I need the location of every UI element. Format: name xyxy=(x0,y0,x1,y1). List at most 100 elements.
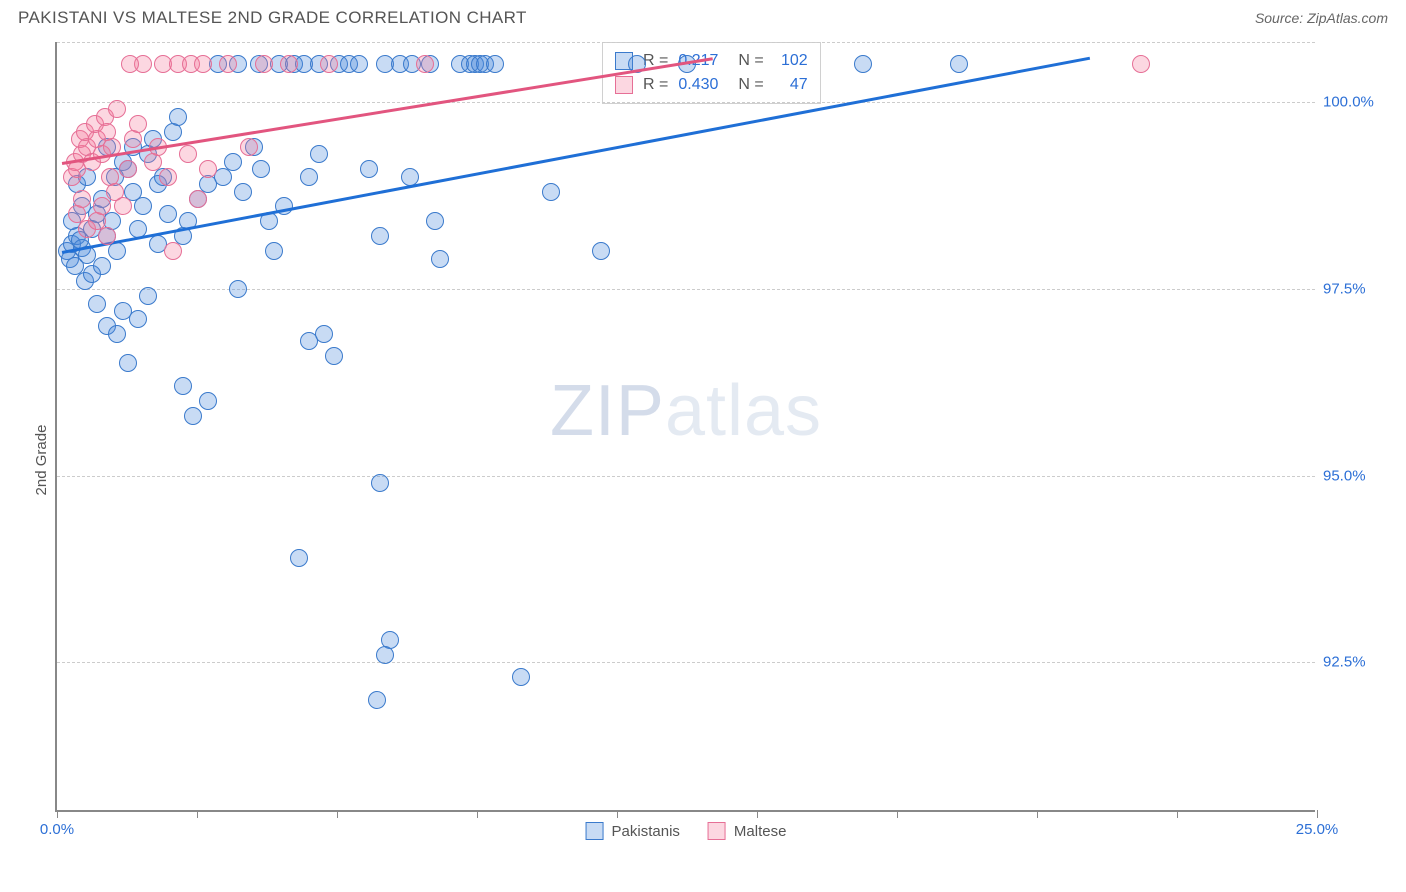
data-point xyxy=(159,205,177,223)
r-label: R = xyxy=(643,73,668,97)
data-point xyxy=(320,55,338,73)
y-tick-label: 95.0% xyxy=(1323,467,1387,484)
data-point xyxy=(290,549,308,567)
chart-header: PAKISTANI VS MALTESE 2ND GRADE CORRELATI… xyxy=(0,0,1406,32)
x-tick xyxy=(1177,810,1178,818)
data-point xyxy=(431,250,449,268)
data-point xyxy=(371,227,389,245)
x-tick xyxy=(1037,810,1038,818)
data-point xyxy=(134,197,152,215)
chart-container: 2nd Grade ZIPatlas R =0.217N =102R =0.43… xyxy=(0,32,1406,888)
data-point xyxy=(98,227,116,245)
data-point xyxy=(512,668,530,686)
data-point xyxy=(73,190,91,208)
y-tick-label: 100.0% xyxy=(1323,93,1387,110)
data-point xyxy=(310,145,328,163)
data-point xyxy=(184,407,202,425)
trend-line xyxy=(62,57,1091,254)
legend-label: Pakistanis xyxy=(612,823,680,840)
data-point xyxy=(174,377,192,395)
n-label: N = xyxy=(738,49,763,73)
source-attribution: Source: ZipAtlas.com xyxy=(1255,10,1388,26)
stats-legend-row: R = 0.430 N = 47 xyxy=(615,73,808,97)
data-point xyxy=(426,212,444,230)
data-point xyxy=(88,295,106,313)
data-point xyxy=(194,55,212,73)
data-point xyxy=(129,115,147,133)
data-point xyxy=(234,183,252,201)
legend-item: Maltese xyxy=(708,822,787,840)
r-value: 0.430 xyxy=(678,73,728,97)
data-point xyxy=(350,55,368,73)
data-point xyxy=(950,55,968,73)
data-point xyxy=(108,325,126,343)
data-point xyxy=(371,474,389,492)
n-label: N = xyxy=(738,73,763,97)
x-tick xyxy=(337,810,338,818)
data-point xyxy=(108,242,126,260)
data-point xyxy=(360,160,378,178)
legend-label: Maltese xyxy=(734,823,787,840)
data-point xyxy=(179,145,197,163)
data-point xyxy=(315,325,333,343)
data-point xyxy=(159,168,177,186)
data-point xyxy=(240,138,258,156)
data-point xyxy=(93,257,111,275)
series-legend: Pakistanis Maltese xyxy=(586,822,787,840)
data-point xyxy=(121,55,139,73)
x-tick xyxy=(57,810,58,818)
n-value: 102 xyxy=(774,49,808,73)
data-point xyxy=(368,691,386,709)
gridline xyxy=(57,42,1315,43)
legend-item: Pakistanis xyxy=(586,822,680,840)
gridline xyxy=(57,662,1315,663)
x-tick xyxy=(1317,810,1318,818)
data-point xyxy=(164,242,182,260)
watermark-bold: ZIP xyxy=(550,371,665,451)
n-value: 47 xyxy=(774,73,808,97)
data-point xyxy=(189,190,207,208)
data-point xyxy=(139,287,157,305)
legend-swatch xyxy=(708,822,726,840)
data-point xyxy=(592,242,610,260)
data-point xyxy=(542,183,560,201)
data-point xyxy=(376,646,394,664)
data-point xyxy=(416,55,434,73)
gridline xyxy=(57,102,1315,103)
data-point xyxy=(854,55,872,73)
data-point xyxy=(280,55,298,73)
x-tick xyxy=(617,810,618,818)
data-point xyxy=(93,197,111,215)
data-point xyxy=(114,197,132,215)
x-tick-label: 0.0% xyxy=(40,821,74,838)
x-tick xyxy=(197,810,198,818)
data-point xyxy=(114,302,132,320)
data-point xyxy=(119,354,137,372)
data-point xyxy=(229,280,247,298)
data-point xyxy=(108,100,126,118)
watermark-light: atlas xyxy=(665,371,822,451)
legend-swatch xyxy=(586,822,604,840)
data-point xyxy=(252,160,270,178)
y-tick-label: 97.5% xyxy=(1323,280,1387,297)
data-point xyxy=(486,55,504,73)
data-point xyxy=(199,392,217,410)
gridline xyxy=(57,476,1315,477)
data-point xyxy=(199,160,217,178)
x-tick xyxy=(477,810,478,818)
data-point xyxy=(219,55,237,73)
x-tick xyxy=(897,810,898,818)
data-point xyxy=(255,55,273,73)
data-point xyxy=(119,160,137,178)
data-point xyxy=(300,168,318,186)
watermark: ZIPatlas xyxy=(550,370,822,452)
legend-swatch xyxy=(615,76,633,94)
plot-area: ZIPatlas R =0.217N =102R =0.430N =47 Pak… xyxy=(55,42,1315,812)
y-axis-label: 2nd Grade xyxy=(33,425,50,496)
data-point xyxy=(224,153,242,171)
x-tick-label: 25.0% xyxy=(1296,821,1339,838)
chart-title: PAKISTANI VS MALTESE 2ND GRADE CORRELATI… xyxy=(18,8,527,28)
data-point xyxy=(169,108,187,126)
y-tick-label: 92.5% xyxy=(1323,654,1387,671)
data-point xyxy=(265,242,283,260)
